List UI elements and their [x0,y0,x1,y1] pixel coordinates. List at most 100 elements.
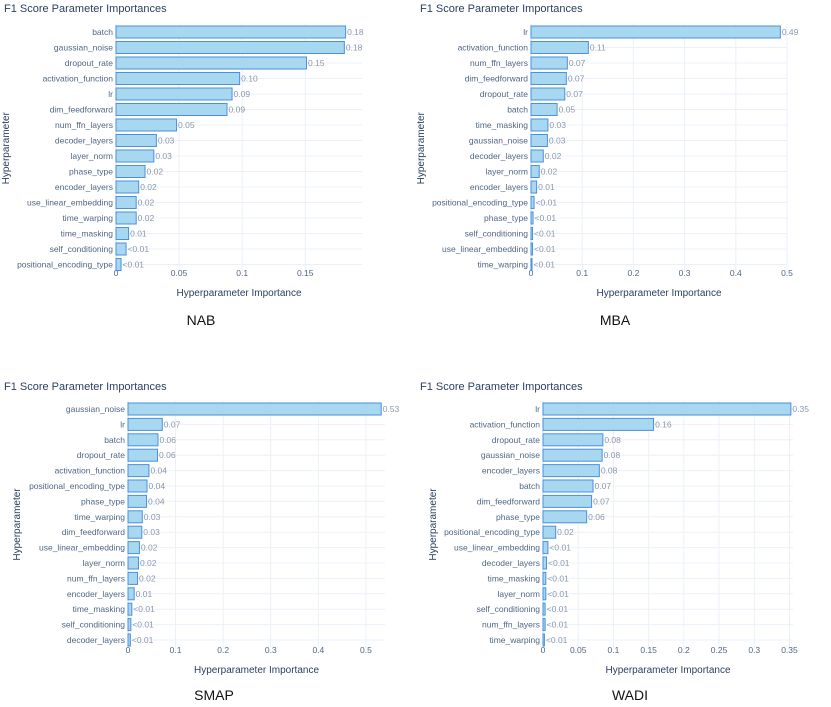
value-label: 0.07 [595,481,612,491]
bar-dropout-rate[interactable] [530,87,566,101]
category-label: dropout_rate [480,89,528,99]
bar-num-ffn-layers[interactable] [115,118,178,132]
bar-self-conditioning[interactable] [542,602,546,616]
bar-encoder-layers[interactable] [530,180,538,194]
category-label: phase_type [484,213,528,223]
value-label: 0.03 [549,136,566,146]
bar-phase-type[interactable] [115,165,146,178]
category-label: use_linear_embedding [27,198,113,208]
bar-gaussian-noise[interactable] [127,402,382,416]
bar-dropout-rate[interactable] [115,56,307,70]
value-label: <0.01 [549,543,571,553]
value-label: <0.01 [536,198,558,208]
bar-time-warping[interactable] [542,633,545,647]
bar-self-conditioning[interactable] [127,618,132,632]
bar-time-warping[interactable] [530,258,533,271]
bar-layer-norm[interactable] [542,587,547,601]
bar-use-linear-embedding[interactable] [115,196,137,209]
value-label: <0.01 [547,573,569,583]
value-label: 0.49 [782,27,799,37]
bar-time-masking[interactable] [542,571,547,585]
bar-positional-encoding-type[interactable] [127,479,148,493]
bar-num-ffn-layers[interactable] [542,618,546,632]
bar-use-linear-embedding[interactable] [542,541,549,555]
bar-batch[interactable] [115,25,347,39]
chart-title: F1 Score Parameter Importances [420,3,583,15]
chart-title: F1 Score Parameter Importances [4,3,167,15]
bar-use-linear-embedding[interactable] [530,242,534,256]
bar-time-masking[interactable] [115,227,130,240]
bar-decoder-layers[interactable] [127,633,131,647]
value-label: 0.03 [549,120,566,130]
bar-decoder-layers[interactable] [542,556,548,570]
y-axis-title: Hyperparameter [12,488,23,561]
bar-use-linear-embedding[interactable] [127,541,140,555]
bar-dim-feedforward[interactable] [115,103,228,116]
bar-dim-feedforward[interactable] [542,494,593,508]
category-label: num_ffn_layers [482,620,540,630]
bar-encoder-layers[interactable] [127,587,135,601]
bar-positional-encoding-type[interactable] [115,258,122,271]
value-label: 0.08 [604,435,621,445]
bar-gaussian-noise[interactable] [530,134,548,147]
bar-layer-norm[interactable] [127,556,139,570]
bar-positional-encoding-type[interactable] [542,525,557,539]
value-label: 0.04 [149,481,166,491]
bar-dim-feedforward[interactable] [530,72,567,85]
value-label: 0.07 [593,496,610,506]
category-label: lr [120,419,125,429]
value-label: 0.09 [229,105,246,115]
bar-num-ffn-layers[interactable] [530,56,568,70]
value-label: 0.35 [792,404,809,414]
bar-activation-function[interactable] [530,41,589,54]
bar-lr[interactable] [542,402,792,416]
bar-time-masking[interactable] [127,602,133,616]
x-tick-label: 0.1 [608,645,620,655]
bar-phase-type[interactable] [530,211,534,225]
bar-dropout-rate[interactable] [542,433,604,447]
bar-decoder-layers[interactable] [530,149,544,163]
bar-gaussian-noise[interactable] [115,41,345,54]
bar-batch[interactable] [542,479,594,493]
x-tick-label: 0.1 [170,645,182,655]
bar-decoder-layers[interactable] [115,134,157,147]
category-label: dim_feedforward [465,74,529,84]
bar-layer-norm[interactable] [530,165,540,178]
bar-activation-function[interactable] [127,464,150,478]
value-label: <0.01 [546,635,568,645]
x-tick-label: 0.35 [781,645,798,655]
bar-time-warping[interactable] [115,211,137,225]
bar-num-ffn-layers[interactable] [127,571,139,585]
chart-title: F1 Score Parameter Importances [4,381,167,393]
bar-batch[interactable] [127,433,159,447]
bar-encoder-layers[interactable] [542,464,600,478]
value-label: <0.01 [547,589,569,599]
bar-dropout-rate[interactable] [127,448,159,462]
bar-batch[interactable] [530,103,558,116]
bar-lr[interactable] [115,87,233,101]
category-label: lr [523,27,528,37]
value-label: <0.01 [548,558,570,568]
bar-lr[interactable] [127,417,163,431]
bar-dim-feedforward[interactable] [127,525,143,539]
bar-time-masking[interactable] [530,118,549,132]
bar-self-conditioning[interactable] [115,242,127,256]
bar-layer-norm[interactable] [115,149,155,163]
value-label: 0.53 [383,404,400,414]
bar-encoder-layers[interactable] [115,180,140,194]
bar-lr[interactable] [530,25,781,39]
dataset-caption: WADI [612,687,648,703]
value-label: 0.02 [557,527,574,537]
bar-positional-encoding-type[interactable] [530,196,535,209]
value-label: 0.01 [538,182,555,192]
value-label: 0.01 [136,589,153,599]
bar-phase-type[interactable] [542,510,588,524]
bar-gaussian-noise[interactable] [542,448,603,462]
bar-activation-function[interactable] [115,72,241,85]
bar-activation-function[interactable] [542,417,655,431]
bar-phase-type[interactable] [127,494,148,508]
bar-self-conditioning[interactable] [530,227,534,240]
category-label: time_masking [73,604,126,614]
category-label: self_conditioning [50,244,114,254]
bar-time-warping[interactable] [127,510,143,524]
